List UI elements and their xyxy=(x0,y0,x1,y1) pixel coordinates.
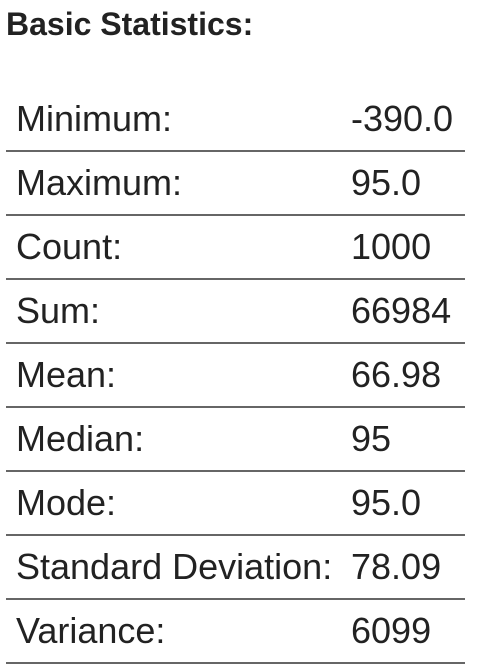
stat-row-median: Median: 95 xyxy=(6,407,465,472)
stat-value: 66984 xyxy=(341,279,465,344)
stat-value: 1000 xyxy=(341,215,465,280)
stat-label: Median: xyxy=(6,407,341,472)
stat-value: 6099 xyxy=(341,599,465,664)
stat-row-maximum: Maximum: 95.0 xyxy=(6,151,465,216)
stat-label: Count: xyxy=(6,215,341,280)
stat-value: -390.0 xyxy=(341,88,465,152)
stat-value: 78.09 xyxy=(341,535,465,600)
stat-label: Maximum: xyxy=(6,151,341,216)
stat-label: Sum: xyxy=(6,279,341,344)
stat-row-variance: Variance: 6099 xyxy=(6,599,465,664)
stat-value: 95 xyxy=(341,407,465,472)
stat-row-count: Count: 1000 xyxy=(6,215,465,280)
stat-label: Mean: xyxy=(6,343,341,408)
stat-value: 95.0 xyxy=(341,151,465,216)
stat-row-mode: Mode: 95.0 xyxy=(6,471,465,536)
stat-label: Minimum: xyxy=(6,88,341,152)
stat-row-minimum: Minimum: -390.0 xyxy=(6,88,465,152)
stat-row-sum: Sum: 66984 xyxy=(6,279,465,344)
section-heading: Basic Statistics: xyxy=(6,6,254,42)
stat-label: Standard Deviation: xyxy=(6,535,341,600)
stat-label: Mode: xyxy=(6,471,341,536)
stat-row-mean: Mean: 66.98 xyxy=(6,343,465,408)
stat-label: Variance: xyxy=(6,599,341,664)
stat-row-standard-deviation: Standard Deviation: 78.09 xyxy=(6,535,465,600)
stat-value: 66.98 xyxy=(341,343,465,408)
statistics-table: Minimum: -390.0 Maximum: 95.0 Count: 100… xyxy=(6,88,465,664)
stat-value: 95.0 xyxy=(341,471,465,536)
